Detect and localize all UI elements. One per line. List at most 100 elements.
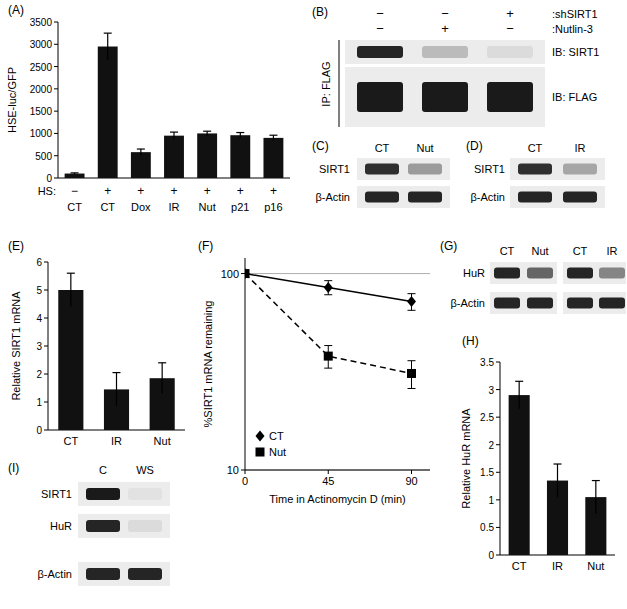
row-label: IB: SIRT1 xyxy=(552,46,599,58)
error-bar xyxy=(203,131,211,135)
error-line xyxy=(107,33,108,60)
y-tick-label: 1000 xyxy=(30,128,53,139)
side-label: IP: FLAG xyxy=(320,61,332,106)
line-panel: (F)1010004590Time in Actinomycin D (min)… xyxy=(198,239,430,505)
y-tick xyxy=(44,374,48,375)
band xyxy=(527,268,553,279)
y-tick-label: 0 xyxy=(46,173,52,184)
lane-sign: − xyxy=(441,6,449,21)
y-tick-label: 3500 xyxy=(30,17,53,28)
band xyxy=(527,298,553,309)
y-axis xyxy=(245,258,246,470)
x-tick xyxy=(245,470,246,474)
band xyxy=(567,298,593,309)
row-label: SIRT1 xyxy=(474,163,505,175)
row-label: IB: FLAG xyxy=(552,91,597,103)
error-cap xyxy=(408,360,416,361)
band xyxy=(599,298,625,309)
x-tick-label: Nut xyxy=(154,435,171,447)
panel-label: (G) xyxy=(440,239,457,253)
bar xyxy=(509,395,530,555)
y-axis-title: %SIRT1 mRNA remaining xyxy=(202,301,214,428)
error-line xyxy=(519,381,520,409)
band xyxy=(357,82,403,112)
y-tick-label: 2 xyxy=(36,369,42,380)
x-axis-title: Time in Actinomycin D (min) xyxy=(269,493,406,505)
y-tick-label: 10 xyxy=(227,464,239,476)
y-tick-label: 2500 xyxy=(30,62,53,73)
bar xyxy=(197,133,217,178)
error-bar xyxy=(170,132,178,139)
error-line xyxy=(140,149,141,155)
error-bar xyxy=(408,294,416,311)
blot-background xyxy=(78,482,170,506)
blot-background xyxy=(345,40,545,64)
y-axis xyxy=(500,362,501,555)
panel-label: (H) xyxy=(462,334,479,348)
blot-background xyxy=(490,292,557,314)
band xyxy=(494,268,520,279)
x-tick-label: IR xyxy=(169,201,180,213)
x-tick-label: IR xyxy=(111,435,122,447)
panel-label: (F) xyxy=(198,239,213,253)
marker xyxy=(245,269,250,278)
error-cap xyxy=(137,148,145,149)
blot-background xyxy=(490,262,557,284)
error-bar xyxy=(236,133,244,138)
marks xyxy=(65,33,284,178)
y-tick-label: 3 xyxy=(488,385,494,396)
blot-background xyxy=(510,158,605,180)
blot-panel: (C)CTNutSIRT1β-Actin xyxy=(312,139,450,208)
legend-label: CT xyxy=(269,430,284,442)
error-line xyxy=(207,131,208,135)
error-cap xyxy=(113,372,121,373)
marker xyxy=(245,268,250,279)
band xyxy=(422,46,468,58)
annotation-value: + xyxy=(204,184,211,198)
band xyxy=(128,488,162,500)
y-tick-label: 0 xyxy=(36,425,42,436)
y-tick xyxy=(54,66,58,67)
annotation-value: + xyxy=(237,184,244,198)
x-tick-label: Nut xyxy=(587,560,604,572)
error-line xyxy=(595,481,596,514)
band xyxy=(128,520,162,532)
legend-marker xyxy=(256,431,265,442)
lane-label: CT xyxy=(528,142,543,154)
legend: CTNut xyxy=(256,430,287,458)
y-tick-label: 5 xyxy=(36,285,42,296)
error-cap xyxy=(554,463,562,464)
marks xyxy=(58,273,174,430)
band xyxy=(487,46,533,58)
error-cap xyxy=(324,345,332,346)
y-tick xyxy=(54,178,58,179)
y-tick-label: 1500 xyxy=(30,106,53,117)
y-tick-label: 3 xyxy=(36,341,42,352)
error-line xyxy=(273,135,274,140)
band xyxy=(365,192,399,203)
blot-background xyxy=(345,67,545,127)
band xyxy=(365,164,399,175)
band xyxy=(599,268,625,279)
lane-label: CT xyxy=(500,245,515,257)
row-label: HuR xyxy=(50,520,72,532)
y-tick xyxy=(496,444,500,445)
marks xyxy=(245,268,416,388)
bar xyxy=(131,152,151,178)
error-bar xyxy=(71,173,79,174)
annotation-value: + xyxy=(170,184,177,198)
marker xyxy=(407,369,416,378)
error-cap xyxy=(104,33,112,34)
lane-label: C xyxy=(99,464,107,476)
band xyxy=(422,82,468,112)
panel-label: (D) xyxy=(466,139,483,153)
error-cap xyxy=(203,131,211,132)
band xyxy=(518,164,552,175)
blot-panel: (I)CWSSIRT1HuRβ-Actin xyxy=(8,461,170,586)
error-cap xyxy=(67,273,75,274)
lane-sign: − xyxy=(506,21,514,36)
blot-background xyxy=(563,292,626,314)
y-tick xyxy=(54,111,58,112)
x-tick-label: CT xyxy=(512,560,527,572)
y-tick xyxy=(44,402,48,403)
